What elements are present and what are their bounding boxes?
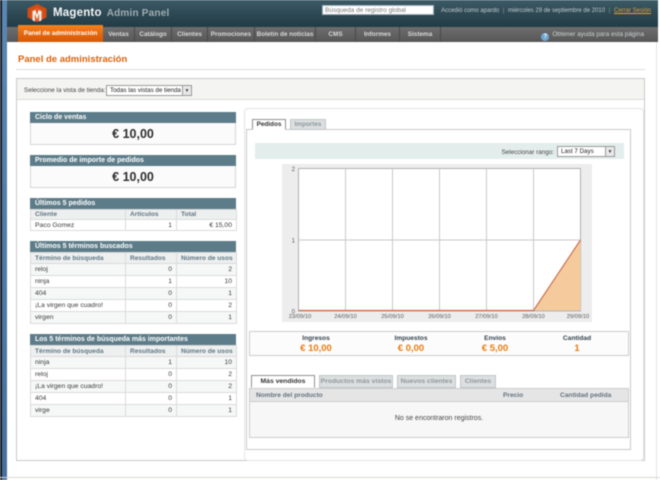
svg-text:1: 1 xyxy=(292,239,296,245)
svg-text:2: 2 xyxy=(292,167,296,173)
svg-text:27/09/10: 27/09/10 xyxy=(475,314,498,320)
svg-text:0: 0 xyxy=(292,310,296,316)
svg-text:28/09/10: 28/09/10 xyxy=(522,314,545,320)
svg-text:25/09/10: 25/09/10 xyxy=(381,314,404,320)
svg-text:24/09/10: 24/09/10 xyxy=(334,314,357,320)
svg-text:26/09/10: 26/09/10 xyxy=(428,314,451,320)
svg-text:29/09/10: 29/09/10 xyxy=(567,314,590,320)
svg-text:23/09/10: 23/09/10 xyxy=(289,314,312,320)
